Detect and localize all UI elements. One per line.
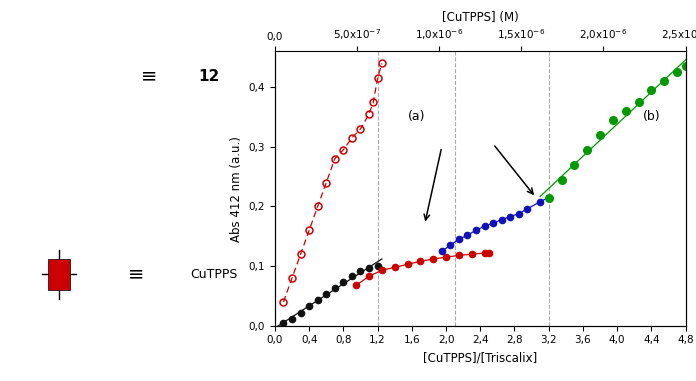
Text: 12: 12 [198,69,220,84]
Text: (b): (b) [643,110,661,123]
Y-axis label: Abs 412 nm (a.u.): Abs 412 nm (a.u.) [230,136,243,242]
FancyBboxPatch shape [48,259,70,290]
Text: CuTPPS: CuTPPS [191,268,238,281]
Text: (a): (a) [408,110,425,123]
X-axis label: [CuTPPS] (M): [CuTPPS] (M) [442,11,519,24]
Text: $\equiv$: $\equiv$ [124,265,144,284]
X-axis label: [CuTPPS]/[Triscalix]: [CuTPPS]/[Triscalix] [423,351,537,364]
Text: $\equiv$: $\equiv$ [137,67,157,86]
